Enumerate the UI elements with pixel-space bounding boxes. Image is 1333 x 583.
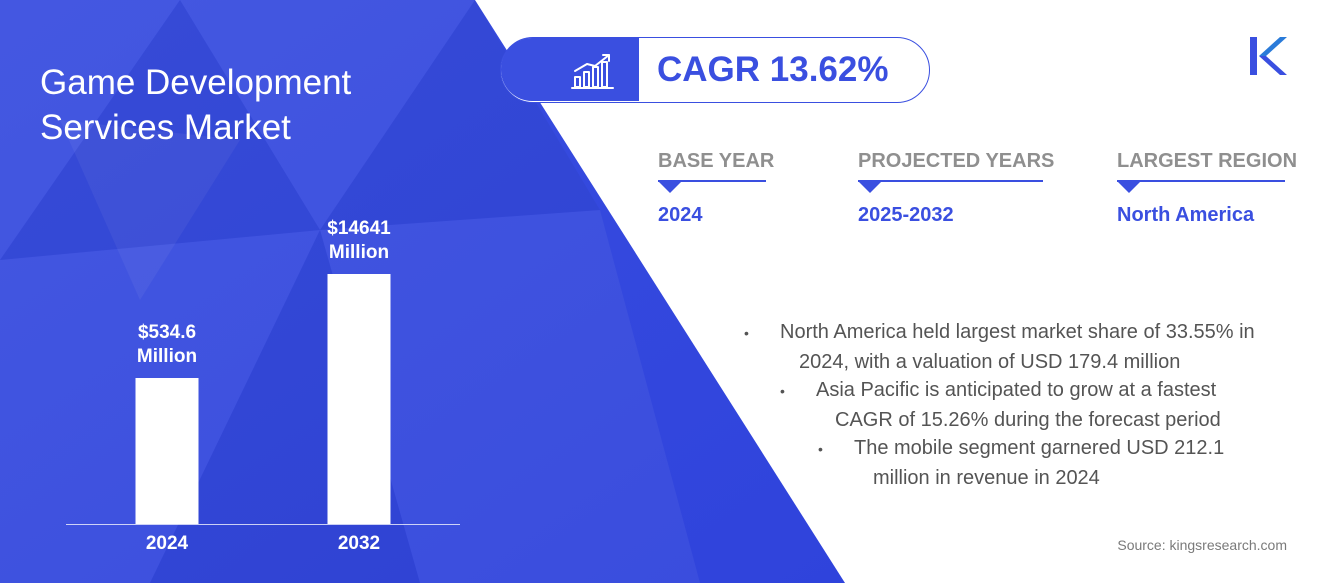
list-item: • Asia Pacific is anticipated to grow at… [780,375,1221,435]
growth-chart-icon [571,54,614,89]
bullet-line-1: The mobile segment garnered USD 212.1 [854,437,1225,459]
bullet-line-1: North America held largest market share … [780,321,1255,343]
cagr-value: CAGR 13.62% [657,50,889,89]
stat-value: 2024 [658,204,703,226]
stat-divider [658,180,766,193]
kings-research-logo-icon [1250,37,1287,75]
bullet-line-2: 2024, with a valuation of USD 179.4 mill… [799,351,1181,373]
bar-value-label: $534.6 [138,322,196,343]
bullet-line-2: million in revenue in 2024 [873,467,1100,489]
stat-value: 2025-2032 [858,204,954,226]
stat-divider [858,180,1043,193]
title-line-2: Services Market [40,108,291,147]
stat-projected-years: PROJECTED YEARS 2025-2032 [858,150,1055,227]
bullet-line-1: Asia Pacific is anticipated to grow at a… [816,379,1217,401]
bar-2032 [327,274,391,524]
stat-label: PROJECTED YEARS [858,150,1055,172]
bullet-dot-icon: • [818,441,823,457]
stat-label: BASE YEAR [658,150,775,172]
stat-label: LARGEST REGION [1117,150,1298,172]
x-tick-label: 2032 [338,533,380,554]
source-caption: Source: kingsresearch.com [1117,537,1287,553]
page-title: Game Development Services Market [40,60,351,150]
x-tick-label: 2024 [146,533,189,554]
triangle-marker-icon [1117,181,1141,193]
triangle-marker-icon [858,181,882,193]
cagr-badge: CAGR 13.62% [500,37,930,103]
cagr-icon-box [501,38,639,101]
triangle-marker-icon [658,181,682,193]
bar-value-label: $14641 [327,218,391,239]
bar-value-label: Million [137,346,197,367]
bar-value-label: Million [329,242,389,263]
stat-largest-region: LARGEST REGION North America [1117,150,1298,227]
title-line-1: Game Development [40,63,352,102]
list-item: • North America held largest market shar… [744,317,1255,377]
bullet-dot-icon: • [780,383,785,399]
list-item: • The mobile segment garnered USD 212.1 … [818,433,1225,493]
stat-base-year: BASE YEAR 2024 [658,150,775,227]
bar-2024 [135,378,199,524]
stat-divider [1117,180,1285,193]
bar-chart: $534.6 Million 2024 $14641 Million 2032 [66,218,460,554]
stat-value: North America [1117,204,1255,226]
bullet-line-2: CAGR of 15.26% during the forecast perio… [835,409,1221,431]
bullet-dot-icon: • [744,325,749,341]
